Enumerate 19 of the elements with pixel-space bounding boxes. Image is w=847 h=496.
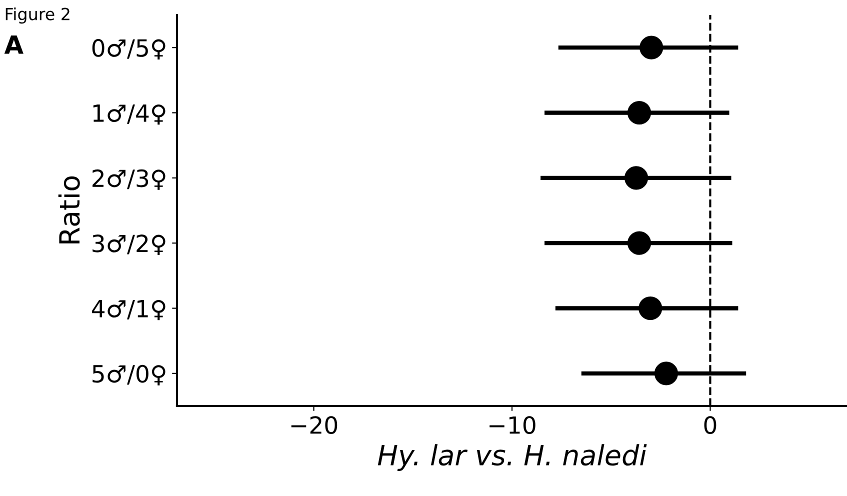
x-tick-label: −10 (490, 416, 536, 434)
x-axis-title: Hy. lar vs. H. naledi (378, 444, 647, 472)
text: A (4, 35, 24, 54)
point (638, 296, 662, 320)
point (654, 362, 678, 386)
caption: Figure 2 (6, 7, 70, 24)
y-tick-label: 4♂/1♀ (92, 300, 166, 320)
y-axis-title: Ratio (58, 176, 80, 244)
y-tick-label: 1♂/4♀ (93, 104, 166, 125)
y-tick-label: 2♂/3♀ (92, 169, 166, 190)
point (640, 36, 664, 60)
point (624, 166, 648, 190)
y-tick-label: 0♂/5♀ (92, 39, 166, 60)
x-tick-label: 0 (704, 416, 716, 434)
point (627, 100, 652, 125)
y-tick-label: 5♂/0♀ (92, 364, 166, 386)
x-tick-label: −20 (291, 416, 338, 434)
point (627, 231, 652, 255)
y-tick-label: 3♂/2♀ (92, 234, 166, 256)
